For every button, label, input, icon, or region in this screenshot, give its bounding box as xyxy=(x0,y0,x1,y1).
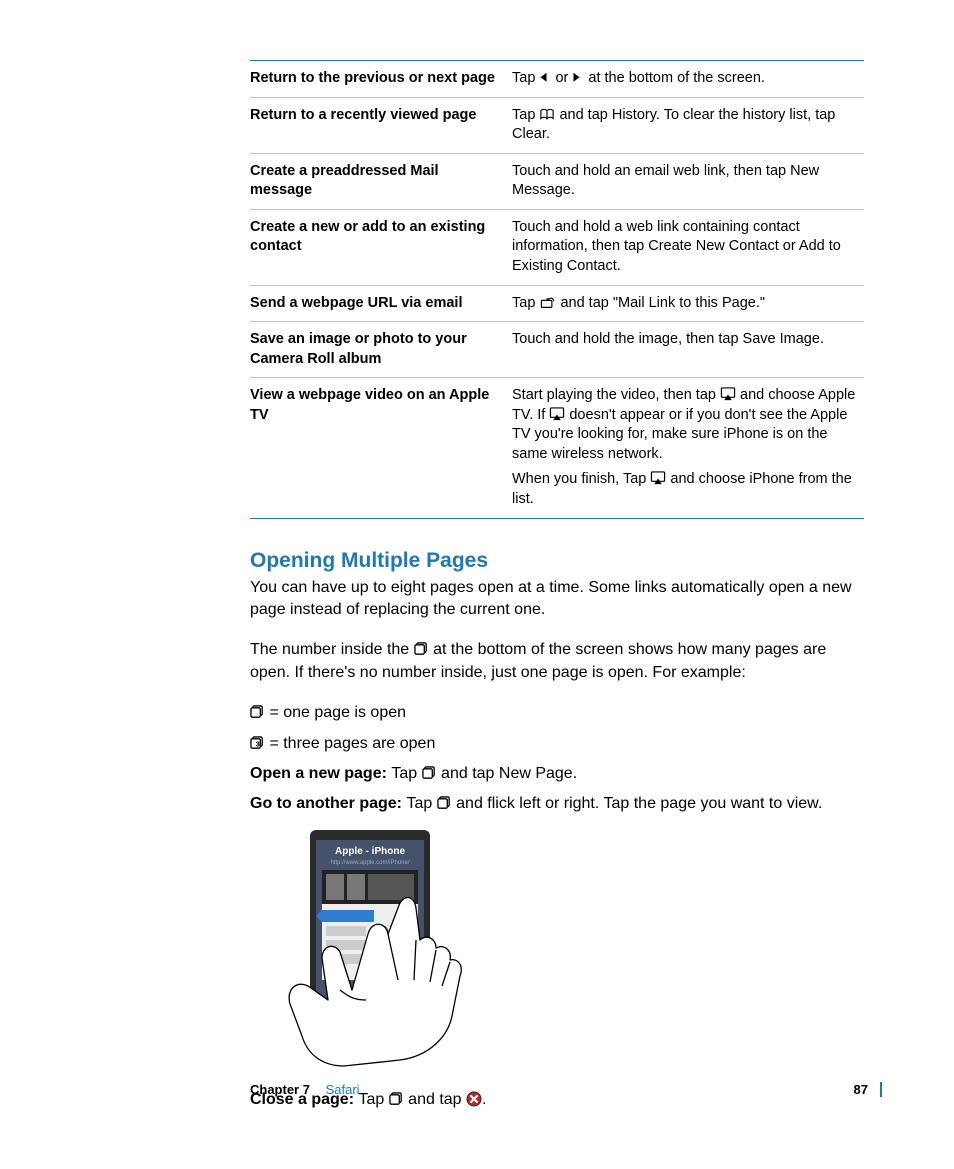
tips-row: Save an image or photo to your Camera Ro… xyxy=(250,322,864,378)
goto-label: Go to another page: xyxy=(250,795,406,812)
tips-row-desc: Touch and hold the image, then tap Save … xyxy=(512,322,864,378)
tips-row-label: Create a preaddressed Mail message xyxy=(250,153,512,209)
tips-row: Return to the previous or next pageTap o… xyxy=(250,61,864,98)
section-intro: You can have up to eight pages open at a… xyxy=(250,577,864,622)
page-footer: Chapter 7 Safari 87 xyxy=(250,1082,882,1097)
section-heading: Opening Multiple Pages xyxy=(250,549,864,573)
tips-row-desc: Touch and hold an email web link, then t… xyxy=(512,153,864,209)
tips-row: Create a new or add to an existing conta… xyxy=(250,209,864,285)
pages-icon xyxy=(250,705,265,720)
tips-row: Create a preaddressed Mail messageTouch … xyxy=(250,153,864,209)
tips-row: Send a webpage URL via emailTap and tap … xyxy=(250,285,864,322)
forward-arrow-icon xyxy=(572,71,584,85)
multitouch-illustration: Apple - iPhone http://www.apple.com/iPho… xyxy=(280,830,864,1075)
svg-text:Apple - iPhone: Apple - iPhone xyxy=(335,846,405,857)
tips-table: Return to the previous or next pageTap o… xyxy=(250,60,864,519)
pages-icon xyxy=(437,796,452,811)
chapter-title: Safari xyxy=(326,1082,360,1097)
airplay-icon xyxy=(720,387,736,402)
tips-row-label: Save an image or photo to your Camera Ro… xyxy=(250,322,512,378)
section-pages-explain: The number inside the at the bottom of t… xyxy=(250,639,864,684)
tips-row-label: Create a new or add to an existing conta… xyxy=(250,209,512,285)
bookmarks-icon xyxy=(539,108,555,122)
tips-row-label: Send a webpage URL via email xyxy=(250,285,512,322)
svg-text:http://www.apple.com/iPhone/: http://www.apple.com/iPhone/ xyxy=(330,860,409,866)
tips-row-desc: Tap or at the bottom of the screen. xyxy=(512,61,864,98)
example-one-page: = one page is open xyxy=(250,702,864,724)
page-number: 87 xyxy=(854,1082,868,1097)
pages-icon xyxy=(414,642,429,657)
pages-three-icon xyxy=(250,736,265,751)
tips-row-label: Return to the previous or next page xyxy=(250,61,512,98)
back-arrow-icon xyxy=(539,71,551,85)
open-new-page-instruction: Open a new page: Tap and tap New Page. xyxy=(250,763,864,785)
tips-row-label: Return to a recently viewed page xyxy=(250,97,512,153)
airplay-icon xyxy=(650,471,666,486)
open-label: Open a new page: xyxy=(250,765,391,782)
tips-row-label: View a webpage video on an Apple TV xyxy=(250,378,512,518)
share-icon xyxy=(539,296,556,310)
tips-row-desc: Tap and tap "Mail Link to this Page." xyxy=(512,285,864,322)
goto-page-instruction: Go to another page: Tap and flick left o… xyxy=(250,793,864,815)
tips-row-desc: Start playing the video, then tap and ch… xyxy=(512,378,864,518)
chapter-number: Chapter 7 xyxy=(250,1082,310,1097)
example-three-pages: = three pages are open xyxy=(250,733,864,755)
tips-row: Return to a recently viewed pageTap and … xyxy=(250,97,864,153)
tips-row-desc: Touch and hold a web link containing con… xyxy=(512,209,864,285)
pages-icon xyxy=(422,766,437,781)
tips-row: View a webpage video on an Apple TVStart… xyxy=(250,378,864,518)
tips-row-desc: Tap and tap History. To clear the histor… xyxy=(512,97,864,153)
airplay-icon xyxy=(549,407,565,422)
